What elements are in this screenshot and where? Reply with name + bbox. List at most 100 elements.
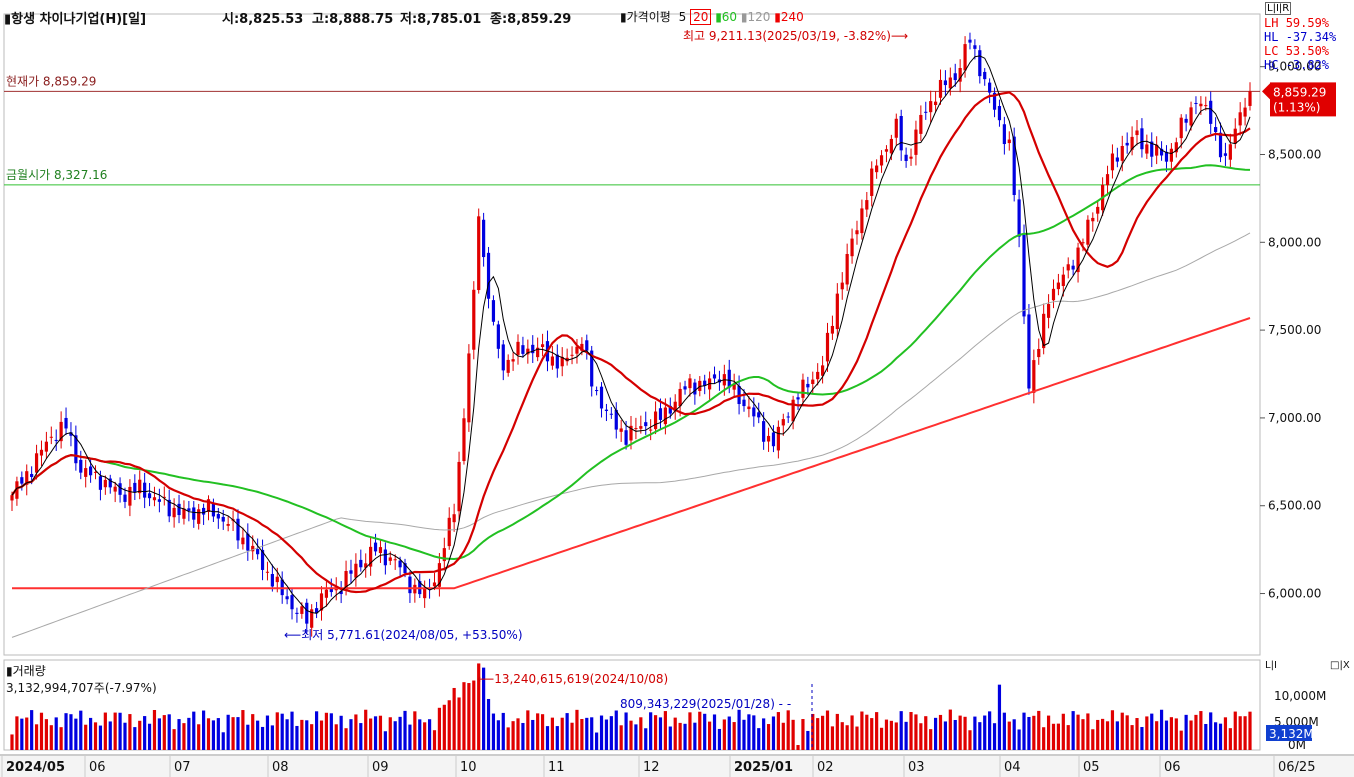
candle-body [1130,136,1134,150]
candle-body [801,379,805,398]
volume-bar [703,713,707,750]
volume-bar [644,728,648,750]
volume-bar [1120,712,1124,750]
candle-body [1017,199,1021,237]
volume-bar [187,717,191,750]
candle-body [1007,139,1011,144]
volume-bar [1228,728,1232,750]
volume-bar [265,715,270,750]
candle-body [329,587,333,593]
volume-bar [275,712,279,750]
candle-body [251,545,255,552]
candle-body [575,346,579,354]
volume-bar [501,712,505,750]
volume-bar [653,715,658,750]
volume-bar [663,711,667,750]
volume-bar [649,712,653,750]
xaxis-label: 06/25 [1278,760,1315,775]
volume-bar [84,724,88,750]
candle-body [1071,265,1075,270]
candle-body [516,341,520,355]
candle-body [246,533,250,551]
candle-body [98,476,103,490]
volume-bar [531,719,535,750]
volume-bar [1189,720,1193,750]
candle-body [688,378,692,389]
volume-bar [1214,722,1218,750]
candles-group [10,32,1252,637]
volume-bar [727,716,731,750]
candle-body [388,557,392,561]
candle-body [93,471,98,473]
volume-bar [1130,725,1134,750]
candle-body [953,73,957,81]
candle-body [943,80,948,86]
candle-body [69,432,73,436]
candle-body [644,422,648,427]
volume-toggle-right: □|X [1330,660,1350,671]
volume-bar [545,726,550,750]
candle-body [187,508,191,511]
volume-bar [540,714,545,750]
xaxis-label: 11 [548,760,565,775]
candle-body [113,486,117,492]
candle-body [393,559,397,561]
candle-body [1184,118,1188,123]
volume-bar [555,726,559,750]
candle-body [152,497,157,501]
candle-body [884,149,889,152]
volume-bar [658,717,663,750]
candle-body [865,200,869,210]
volume-bar [1194,714,1198,750]
volume-bar [1056,723,1061,750]
candle-body [1086,219,1090,245]
volume-bar [1091,729,1095,750]
scale-toggle-button[interactable]: L|I|R [1265,2,1292,15]
candle-body [49,436,53,438]
volume-bar [860,711,864,750]
volume-bar [1105,721,1110,750]
volume-bar [884,719,889,750]
volume-bar [850,715,854,750]
ytick-label: 6,500.00 [1268,499,1321,513]
volume-bar [226,714,230,750]
volume-bar [64,713,68,750]
candle-body [1061,274,1065,286]
candle-body [703,380,707,386]
candle-body [1027,314,1031,389]
candle-body [992,92,997,110]
volume-badge-value: 3,132M [1269,727,1314,741]
candle-body [89,466,93,476]
volume-bar [260,726,265,750]
candle-body [1037,348,1041,358]
volume-bar [1071,711,1075,750]
volume-bar [968,730,972,750]
candle-body [1046,304,1051,318]
candle-body [624,430,628,445]
candle-body [442,548,446,562]
volume-bar [398,716,402,750]
volume-bar [870,718,874,750]
volume-bar [138,720,142,750]
volume-bar [1046,715,1051,750]
candle-body [182,508,186,519]
candle-body [585,340,589,351]
candle-body [1223,153,1228,156]
volume-bar [413,711,417,750]
volume-bar [948,709,952,750]
candle-body [462,418,466,462]
volume-bar [447,700,451,750]
volume-bar [128,714,132,750]
candle-body [310,609,314,628]
close-value: 종:8,859.29 [490,12,572,27]
volume-bar [624,712,628,750]
volume-bar [197,724,201,750]
volume-bar [634,724,638,750]
candle-body [398,560,402,568]
candle-body [1150,141,1154,157]
candle-body [408,576,412,594]
candle-body [963,44,967,71]
volume-bar [344,728,348,750]
ma-legend[interactable]: ▮가격이평 5 20 ▮60 ▮120 ▮240 [620,9,804,25]
